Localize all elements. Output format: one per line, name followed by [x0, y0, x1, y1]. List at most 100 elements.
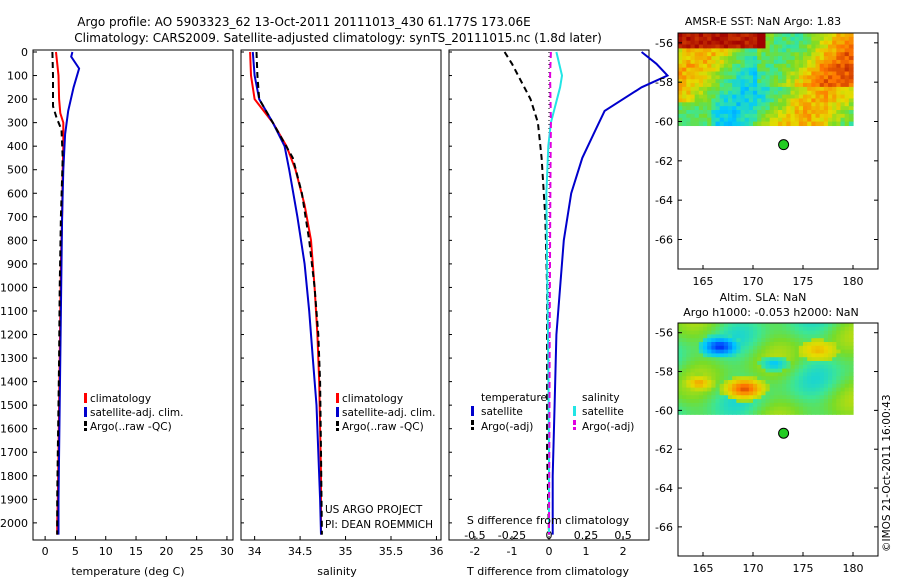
sla-map-title-line1: Altim. SLA: NaN — [720, 291, 807, 304]
y-tick-label: 400 — [7, 140, 28, 153]
heatmap-cell — [715, 349, 721, 355]
heatmap-cell — [753, 102, 758, 107]
heatmap-cell — [773, 121, 779, 127]
heatmap-cell — [682, 368, 687, 374]
heatmap-cell — [707, 349, 712, 355]
heatmap-cell — [732, 406, 737, 412]
heatmap-cell — [715, 402, 721, 408]
heatmap-cell — [744, 376, 750, 381]
y-tick-label: -58 — [655, 366, 673, 379]
heatmap-cell — [798, 406, 804, 412]
heatmap-cell — [794, 86, 800, 92]
heatmap-cell — [828, 94, 833, 100]
heatmap-cell — [690, 387, 696, 393]
heatmap-cell — [794, 342, 800, 347]
x-tick-label: 35.5 — [379, 545, 404, 558]
heatmap-cell — [819, 361, 825, 366]
heatmap-cell — [703, 36, 708, 42]
heatmap-cell — [807, 102, 812, 107]
heatmap-cell — [790, 117, 796, 123]
heatmap-cell — [844, 113, 850, 119]
s-difference-tick-label: 0 — [546, 529, 553, 542]
heatmap-cell — [728, 338, 733, 343]
heatmap-cell — [832, 364, 837, 370]
y-tick-label: 1800 — [0, 470, 28, 483]
salinity-x-ticks: 34 34.5 35 35.5 36 — [248, 536, 443, 558]
heatmap-cell — [715, 345, 721, 351]
heatmap-cell — [815, 36, 821, 42]
heatmap-cell — [715, 387, 721, 393]
heatmap-cell — [715, 357, 721, 362]
heatmap-cell — [678, 113, 683, 119]
heatmap-cell — [836, 406, 842, 412]
salinity-panel: 34 34.5 35 35.5 36 salinity climatology sate… — [240, 49, 443, 578]
heatmap-cell — [790, 106, 796, 111]
heatmap-cell — [757, 113, 762, 119]
heatmap-cell — [686, 399, 692, 404]
heatmap-cell — [807, 59, 812, 65]
legend-swatch-argo — [336, 421, 339, 426]
heatmap-cell — [815, 368, 821, 374]
heatmap-cell — [844, 330, 850, 335]
heatmap-cell — [678, 345, 683, 351]
heatmap-cell — [765, 349, 771, 355]
heatmap-cell — [790, 56, 796, 61]
heatmap-cell — [736, 410, 742, 415]
heatmap-cell — [786, 410, 792, 415]
heatmap-cell — [844, 402, 850, 408]
heatmap-cell — [682, 67, 687, 73]
heatmap-cell — [761, 94, 767, 100]
heatmap-cell — [698, 71, 704, 76]
legend-title-temperature: temperature — [481, 392, 547, 404]
heatmap-cell — [782, 40, 787, 46]
heatmap-cell — [765, 357, 771, 362]
heatmap-cell — [815, 326, 821, 332]
heatmap-cell — [711, 372, 717, 377]
heatmap-cell — [732, 44, 737, 49]
heatmap-cell — [836, 402, 842, 408]
heatmap-cell — [832, 376, 837, 381]
heatmap-cell — [728, 342, 733, 347]
heatmap-cell — [719, 71, 725, 76]
heatmap-cell — [736, 33, 742, 38]
heatmap-cell — [694, 334, 700, 339]
heatmap-cell — [744, 71, 750, 76]
heatmap-cell — [723, 361, 729, 366]
heatmap-cell — [794, 90, 800, 96]
heatmap-cell — [703, 380, 708, 385]
heatmap-cell — [844, 94, 850, 100]
heatmap-cell — [719, 380, 725, 385]
heatmap-cell — [823, 353, 829, 358]
heatmap-cell — [761, 83, 767, 88]
heatmap-cell — [848, 368, 854, 374]
heatmap-cell — [836, 75, 842, 80]
heatmap-cell — [794, 395, 800, 400]
heatmap-cell — [711, 67, 717, 73]
heatmap-cell — [690, 345, 696, 351]
heatmap-cell — [748, 391, 754, 396]
heatmap-cell — [740, 79, 746, 84]
heatmap-cell — [778, 63, 783, 69]
heatmap-cell — [719, 334, 725, 339]
heatmap-cell — [773, 40, 779, 46]
heatmap-cell — [819, 33, 825, 38]
heatmap-cell — [769, 44, 775, 49]
heatmap-cell — [719, 59, 725, 65]
heatmap-cell — [848, 110, 854, 115]
heatmap-cell — [757, 106, 762, 111]
heatmap-cell — [765, 376, 771, 381]
heatmap-cell — [836, 121, 842, 127]
heatmap-cell — [761, 110, 767, 115]
heatmap-cell — [844, 326, 850, 332]
heatmap-cell — [773, 44, 779, 49]
heatmap-cell — [686, 67, 692, 73]
heatmap-cell — [744, 342, 750, 347]
heatmap-cell — [740, 406, 746, 412]
heatmap-cell — [728, 79, 733, 84]
heatmap-cell — [707, 110, 712, 115]
heatmap-cell — [765, 44, 771, 49]
heatmap-cell — [848, 387, 854, 393]
heatmap-cell — [753, 402, 758, 408]
heatmap-cell — [715, 71, 721, 76]
heatmap-cell — [715, 330, 721, 335]
